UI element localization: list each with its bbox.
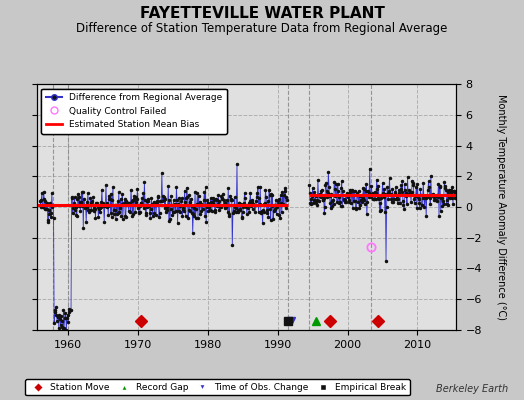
Legend: Station Move, Record Gap, Time of Obs. Change, Empirical Break: Station Move, Record Gap, Time of Obs. C… (26, 379, 409, 396)
Text: Difference of Station Temperature Data from Regional Average: Difference of Station Temperature Data f… (77, 22, 447, 35)
Legend: Difference from Regional Average, Quality Control Failed, Estimated Station Mean: Difference from Regional Average, Qualit… (41, 88, 227, 134)
Y-axis label: Monthly Temperature Anomaly Difference (°C): Monthly Temperature Anomaly Difference (… (496, 94, 506, 320)
Text: Berkeley Earth: Berkeley Earth (436, 384, 508, 394)
Text: FAYETTEVILLE WATER PLANT: FAYETTEVILLE WATER PLANT (139, 6, 385, 21)
